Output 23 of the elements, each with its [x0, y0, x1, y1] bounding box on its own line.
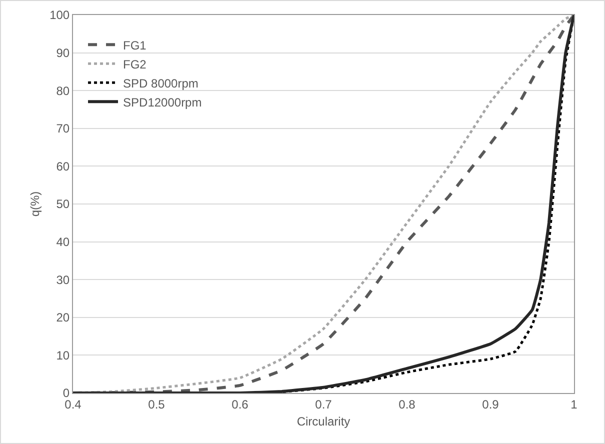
x-tick-label: 0.7 — [315, 397, 332, 412]
x-tick-label: 0.5 — [148, 397, 166, 412]
legend-label: SPD12000rpm — [123, 95, 202, 110]
y-tick-label: 90 — [56, 46, 70, 60]
y-tick-label: 80 — [56, 84, 70, 98]
x-tick-label: 0.8 — [398, 397, 416, 412]
legend-label: FG2 — [123, 57, 147, 72]
y-tick-label: 20 — [56, 310, 70, 325]
y-tick-label: 100 — [50, 8, 70, 22]
x-axis-title: Circularity — [296, 414, 350, 428]
y-tick-label: 50 — [56, 197, 70, 212]
y-tick-label: 10 — [56, 348, 70, 362]
line-series — [73, 15, 574, 393]
legend-label: SPD 8000rpm — [123, 76, 198, 90]
x-tick-label: 0.6 — [232, 397, 249, 412]
x-tick-label: 0.9 — [482, 397, 500, 412]
y-tick-label: 70 — [56, 122, 70, 136]
y-tick-label: 60 — [56, 159, 70, 174]
y-axis-title: q(%) — [28, 191, 42, 217]
y-tick-label: 40 — [56, 235, 70, 249]
x-tick-label: 1 — [570, 397, 578, 412]
legend-label: FG1 — [123, 38, 147, 52]
y-tick-label: 30 — [56, 272, 70, 287]
